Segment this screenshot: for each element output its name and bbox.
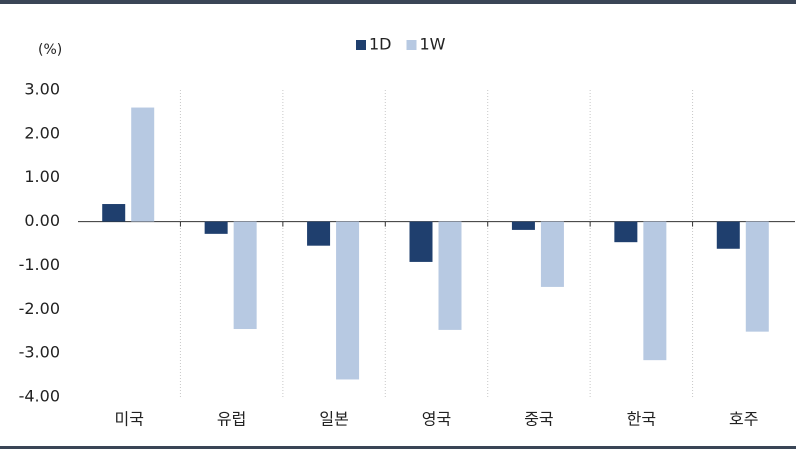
y-tick-label: 3.00 <box>24 80 60 99</box>
y-tick-label: -1.00 <box>19 255 60 274</box>
x-tick-label: 호주 <box>729 410 758 429</box>
bottom-rule <box>0 446 796 449</box>
bar <box>204 221 228 234</box>
bar <box>233 221 257 330</box>
bar <box>540 221 564 287</box>
legend-label: 1D <box>369 35 392 54</box>
x-tick-label: 한국 <box>627 410 656 429</box>
bar <box>745 221 769 332</box>
bar <box>643 221 667 361</box>
unit-label: (%) <box>38 42 62 58</box>
x-tick-label: 유럽 <box>217 410 246 429</box>
y-tick-label: 1.00 <box>24 167 60 186</box>
legend-swatch <box>356 40 366 50</box>
legend-label: 1W <box>420 35 446 54</box>
bar <box>102 204 126 222</box>
bar <box>131 107 155 222</box>
y-tick-label: 2.00 <box>24 123 60 142</box>
y-tick-label: 0.00 <box>24 211 60 230</box>
y-tick-label: -2.00 <box>19 299 60 318</box>
y-tick-label: -4.00 <box>19 387 60 406</box>
bar <box>409 221 433 262</box>
x-tick-label: 일본 <box>319 410 348 429</box>
bar <box>614 221 638 243</box>
bar <box>307 221 331 246</box>
bar <box>336 221 360 380</box>
x-tick-label: 미국 <box>114 410 143 429</box>
top-rule <box>0 0 796 4</box>
bar <box>511 221 535 230</box>
x-tick-label: 영국 <box>422 410 451 429</box>
x-tick-label: 중국 <box>524 410 553 429</box>
y-tick-label: -3.00 <box>19 343 60 362</box>
legend-swatch <box>406 40 417 50</box>
bar <box>438 221 462 330</box>
bar <box>716 221 740 249</box>
